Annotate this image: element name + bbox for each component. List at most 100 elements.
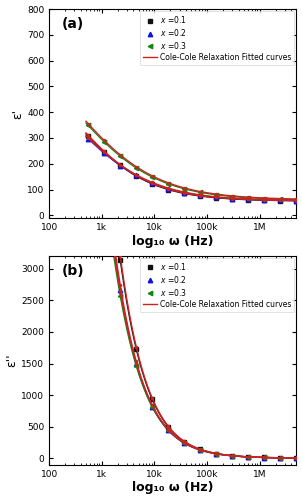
$x$ =0.2 (182, 190, 186, 196)
$x$ =0.1 (214, 450, 218, 456)
$x$ =0.3 (262, 454, 266, 460)
$x$ =0.2 (150, 404, 154, 410)
Line: $x$ =0.1: $x$ =0.1 (86, 134, 299, 203)
$x$ =0.2 (198, 192, 202, 198)
Line: $x$ =0.3: $x$ =0.3 (86, 123, 299, 202)
Cole-Cole Relaxation Fitted curves (168, 424, 171, 430)
$x$ =0.3 (150, 174, 154, 180)
Y-axis label: ε'': ε'' (5, 354, 18, 367)
$x$ =0.3 (86, 13, 90, 19)
$x$ =0.1 (279, 198, 282, 203)
$x$ =0.1 (102, 149, 106, 155)
$x$ =0.1 (86, 133, 90, 139)
Cole-Cole Relaxation Fitted curves (217, 451, 220, 457)
$x$ =0.3 (279, 196, 282, 202)
$x$ =0.3 (86, 122, 90, 128)
Cole-Cole Relaxation Fitted curves (217, 194, 220, 200)
$x$ =0.2 (279, 455, 282, 461)
$x$ =0.1 (134, 346, 138, 352)
Line: Cole-Cole Relaxation Fitted curves: Cole-Cole Relaxation Fitted curves (86, 133, 297, 200)
Cole-Cole Relaxation Fitted curves (110, 154, 113, 160)
Line: Cole-Cole Relaxation Fitted curves: Cole-Cole Relaxation Fitted curves (86, 0, 297, 458)
$x$ =0.1 (279, 455, 282, 461)
$x$ =0.3 (182, 186, 186, 192)
$x$ =0.1 (150, 396, 154, 402)
$x$ =0.2 (230, 453, 234, 459)
$x$ =0.1 (182, 438, 186, 444)
Text: (b): (b) (62, 264, 84, 278)
$x$ =0.3 (214, 192, 218, 198)
$x$ =0.3 (118, 293, 122, 299)
Cole-Cole Relaxation Fitted curves (236, 453, 240, 459)
Legend: $x$ =0.1, $x$ =0.2, $x$ =0.3, Cole-Cole Relaxation Fitted curves: $x$ =0.1, $x$ =0.2, $x$ =0.3, Cole-Cole … (140, 258, 294, 312)
Cole-Cole Relaxation Fitted curves (168, 186, 171, 192)
$x$ =0.3 (246, 454, 250, 460)
Line: $x$ =0.2: $x$ =0.2 (86, 0, 299, 460)
$x$ =0.2 (295, 198, 298, 203)
Cole-Cole Relaxation Fitted curves (237, 454, 241, 460)
$x$ =0.1 (262, 454, 266, 460)
$x$ =0.1 (102, 108, 106, 114)
$x$ =0.1 (182, 190, 186, 196)
X-axis label: log₁₀ ω (Hz): log₁₀ ω (Hz) (132, 482, 214, 494)
Cole-Cole Relaxation Fitted curves (237, 196, 241, 202)
$x$ =0.2 (134, 172, 138, 178)
$x$ =0.3 (262, 196, 266, 202)
$x$ =0.1 (198, 446, 202, 452)
Cole-Cole Relaxation Fitted curves (110, 176, 113, 182)
Text: (a): (a) (62, 18, 84, 32)
$x$ =0.2 (214, 194, 218, 200)
$x$ =0.3 (230, 452, 234, 458)
$x$ =0.2 (262, 454, 266, 460)
$x$ =0.2 (295, 455, 298, 461)
$x$ =0.1 (118, 162, 122, 168)
Line: $x$ =0.1: $x$ =0.1 (86, 0, 299, 460)
$x$ =0.2 (279, 198, 282, 203)
$x$ =0.1 (295, 455, 298, 461)
Cole-Cole Relaxation Fitted curves (153, 400, 156, 406)
$x$ =0.2 (86, 136, 90, 142)
$x$ =0.1 (134, 173, 138, 179)
$x$ =0.3 (166, 181, 170, 187)
$x$ =0.1 (246, 454, 250, 460)
$x$ =0.1 (198, 193, 202, 199)
$x$ =0.3 (118, 154, 122, 160)
Legend: $x$ =0.1, $x$ =0.2, $x$ =0.3, Cole-Cole Relaxation Fitted curves: $x$ =0.1, $x$ =0.2, $x$ =0.3, Cole-Cole … (140, 12, 294, 65)
$x$ =0.2 (102, 150, 106, 156)
$x$ =0.3 (198, 447, 202, 453)
$x$ =0.2 (118, 162, 122, 168)
$x$ =0.3 (150, 404, 154, 410)
$x$ =0.3 (134, 165, 138, 171)
$x$ =0.2 (262, 197, 266, 203)
$x$ =0.1 (262, 198, 266, 203)
$x$ =0.2 (182, 440, 186, 446)
Cole-Cole Relaxation Fitted curves (295, 455, 298, 461)
Cole-Cole Relaxation Fitted curves (84, 130, 88, 136)
$x$ =0.2 (214, 451, 218, 457)
$x$ =0.1 (166, 424, 170, 430)
$x$ =0.1 (230, 196, 234, 202)
$x$ =0.1 (118, 257, 122, 263)
Line: $x$ =0.2: $x$ =0.2 (86, 136, 299, 203)
Cole-Cole Relaxation Fitted curves (236, 196, 240, 202)
$x$ =0.2 (246, 454, 250, 460)
$x$ =0.3 (198, 190, 202, 196)
$x$ =0.1 (214, 195, 218, 201)
$x$ =0.2 (166, 186, 170, 192)
$x$ =0.3 (295, 455, 298, 461)
$x$ =0.2 (230, 196, 234, 202)
$x$ =0.2 (166, 428, 170, 434)
$x$ =0.3 (134, 363, 138, 369)
$x$ =0.1 (166, 186, 170, 192)
Y-axis label: ε': ε' (11, 108, 24, 118)
X-axis label: log₁₀ ω (Hz): log₁₀ ω (Hz) (132, 234, 214, 248)
$x$ =0.3 (102, 180, 106, 186)
Cole-Cole Relaxation Fitted curves (295, 198, 298, 203)
$x$ =0.1 (295, 198, 298, 204)
$x$ =0.2 (150, 180, 154, 186)
$x$ =0.3 (230, 194, 234, 200)
$x$ =0.3 (102, 139, 106, 145)
$x$ =0.2 (134, 361, 138, 367)
$x$ =0.2 (198, 447, 202, 453)
$x$ =0.3 (295, 196, 298, 202)
